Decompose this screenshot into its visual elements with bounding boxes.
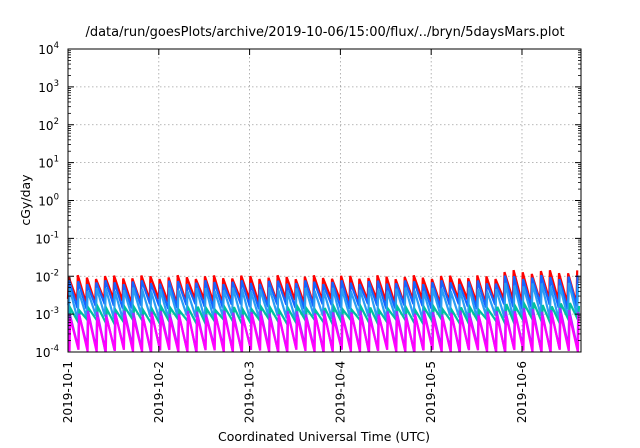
y-tick-label: 100 xyxy=(38,193,59,209)
x-tick-label: 2019-10-6 xyxy=(515,361,529,423)
y-tick-label: 103 xyxy=(38,79,59,95)
x-tick-label: 2019-10-1 xyxy=(61,361,75,423)
y-tick-label: 102 xyxy=(38,117,59,133)
y-tick-label: 101 xyxy=(38,155,59,171)
y-axis-label: cGy/day xyxy=(18,174,33,226)
x-tick-label: 2019-10-4 xyxy=(333,361,347,423)
x-axis: 2019-10-1 2019-10-2 2019-10-3 2019-10-4 2019… xyxy=(61,49,529,423)
y-tick-label: 10-1 xyxy=(35,230,59,246)
y-tick-label: 10-2 xyxy=(35,268,59,284)
chart-title: /data/run/goesPlots/archive/2019-10-06/1… xyxy=(85,25,564,40)
y-tick-label: 10-3 xyxy=(35,306,59,322)
y-axis: 10-4 10-3 10-2 10-1 100 101 102 103 104 xyxy=(35,41,581,360)
x-axis-label: Coordinated Universal Time (UTC) xyxy=(218,429,430,444)
y-tick-label: 10-4 xyxy=(35,344,59,360)
x-tick-label: 2019-10-2 xyxy=(152,361,166,423)
series-line xyxy=(68,312,580,353)
series-group xyxy=(66,269,581,353)
y-tick-label: 104 xyxy=(38,41,59,57)
x-tick-label: 2019-10-3 xyxy=(243,361,257,423)
x-tick-label: 2019-10-5 xyxy=(424,361,438,423)
